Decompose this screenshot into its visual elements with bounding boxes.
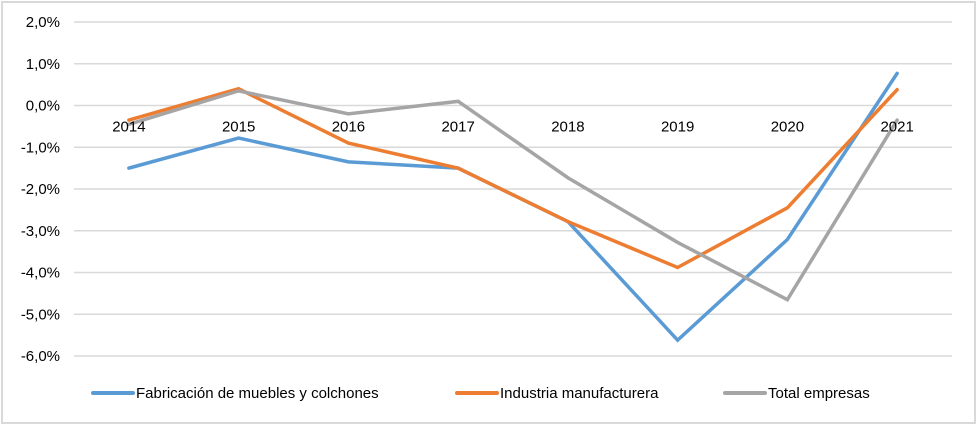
series-line-1	[127, 86, 899, 270]
y-tick-label: -6,0%	[21, 348, 60, 365]
x-tick-label: 2018	[551, 119, 584, 136]
y-tick-label: -4,0%	[21, 265, 60, 282]
y-tick-label: -2,0%	[21, 181, 60, 198]
series-lines	[127, 71, 899, 343]
legend-label: Total empresas	[768, 385, 870, 402]
y-tick-label: 2,0%	[26, 14, 60, 31]
legend-label: Fabricación de muebles y colchones	[136, 385, 379, 402]
y-tick-label: -5,0%	[21, 306, 60, 323]
y-tick-label: 1,0%	[26, 56, 60, 73]
legend-label: Industria manufacturera	[500, 385, 659, 402]
x-tick-label: 2014	[112, 119, 145, 136]
x-tick-label: 2019	[661, 119, 694, 136]
x-tick-label: 2016	[332, 119, 365, 136]
y-tick-label: -1,0%	[21, 139, 60, 156]
y-tick-label: -3,0%	[21, 223, 60, 240]
series-line-0	[127, 71, 899, 343]
y-tick-label: 0,0%	[26, 98, 60, 115]
series-line-2	[127, 89, 899, 302]
x-tick-label: 2021	[880, 119, 913, 136]
y-axis-ticks: 2,0% 1,0% 0,0% -1,0% -2,0% -3,0% -4,0% -5,0% -6,…	[21, 14, 60, 365]
x-tick-label: 2020	[771, 119, 804, 136]
legend: Fabricación de muebles y colchones Indust…	[91, 385, 870, 402]
x-tick-label: 2015	[222, 119, 255, 136]
x-axis-ticks: 2014 2015 2016 2017 2018 2019 2020 2021	[112, 119, 914, 136]
x-tick-label: 2017	[441, 119, 474, 136]
